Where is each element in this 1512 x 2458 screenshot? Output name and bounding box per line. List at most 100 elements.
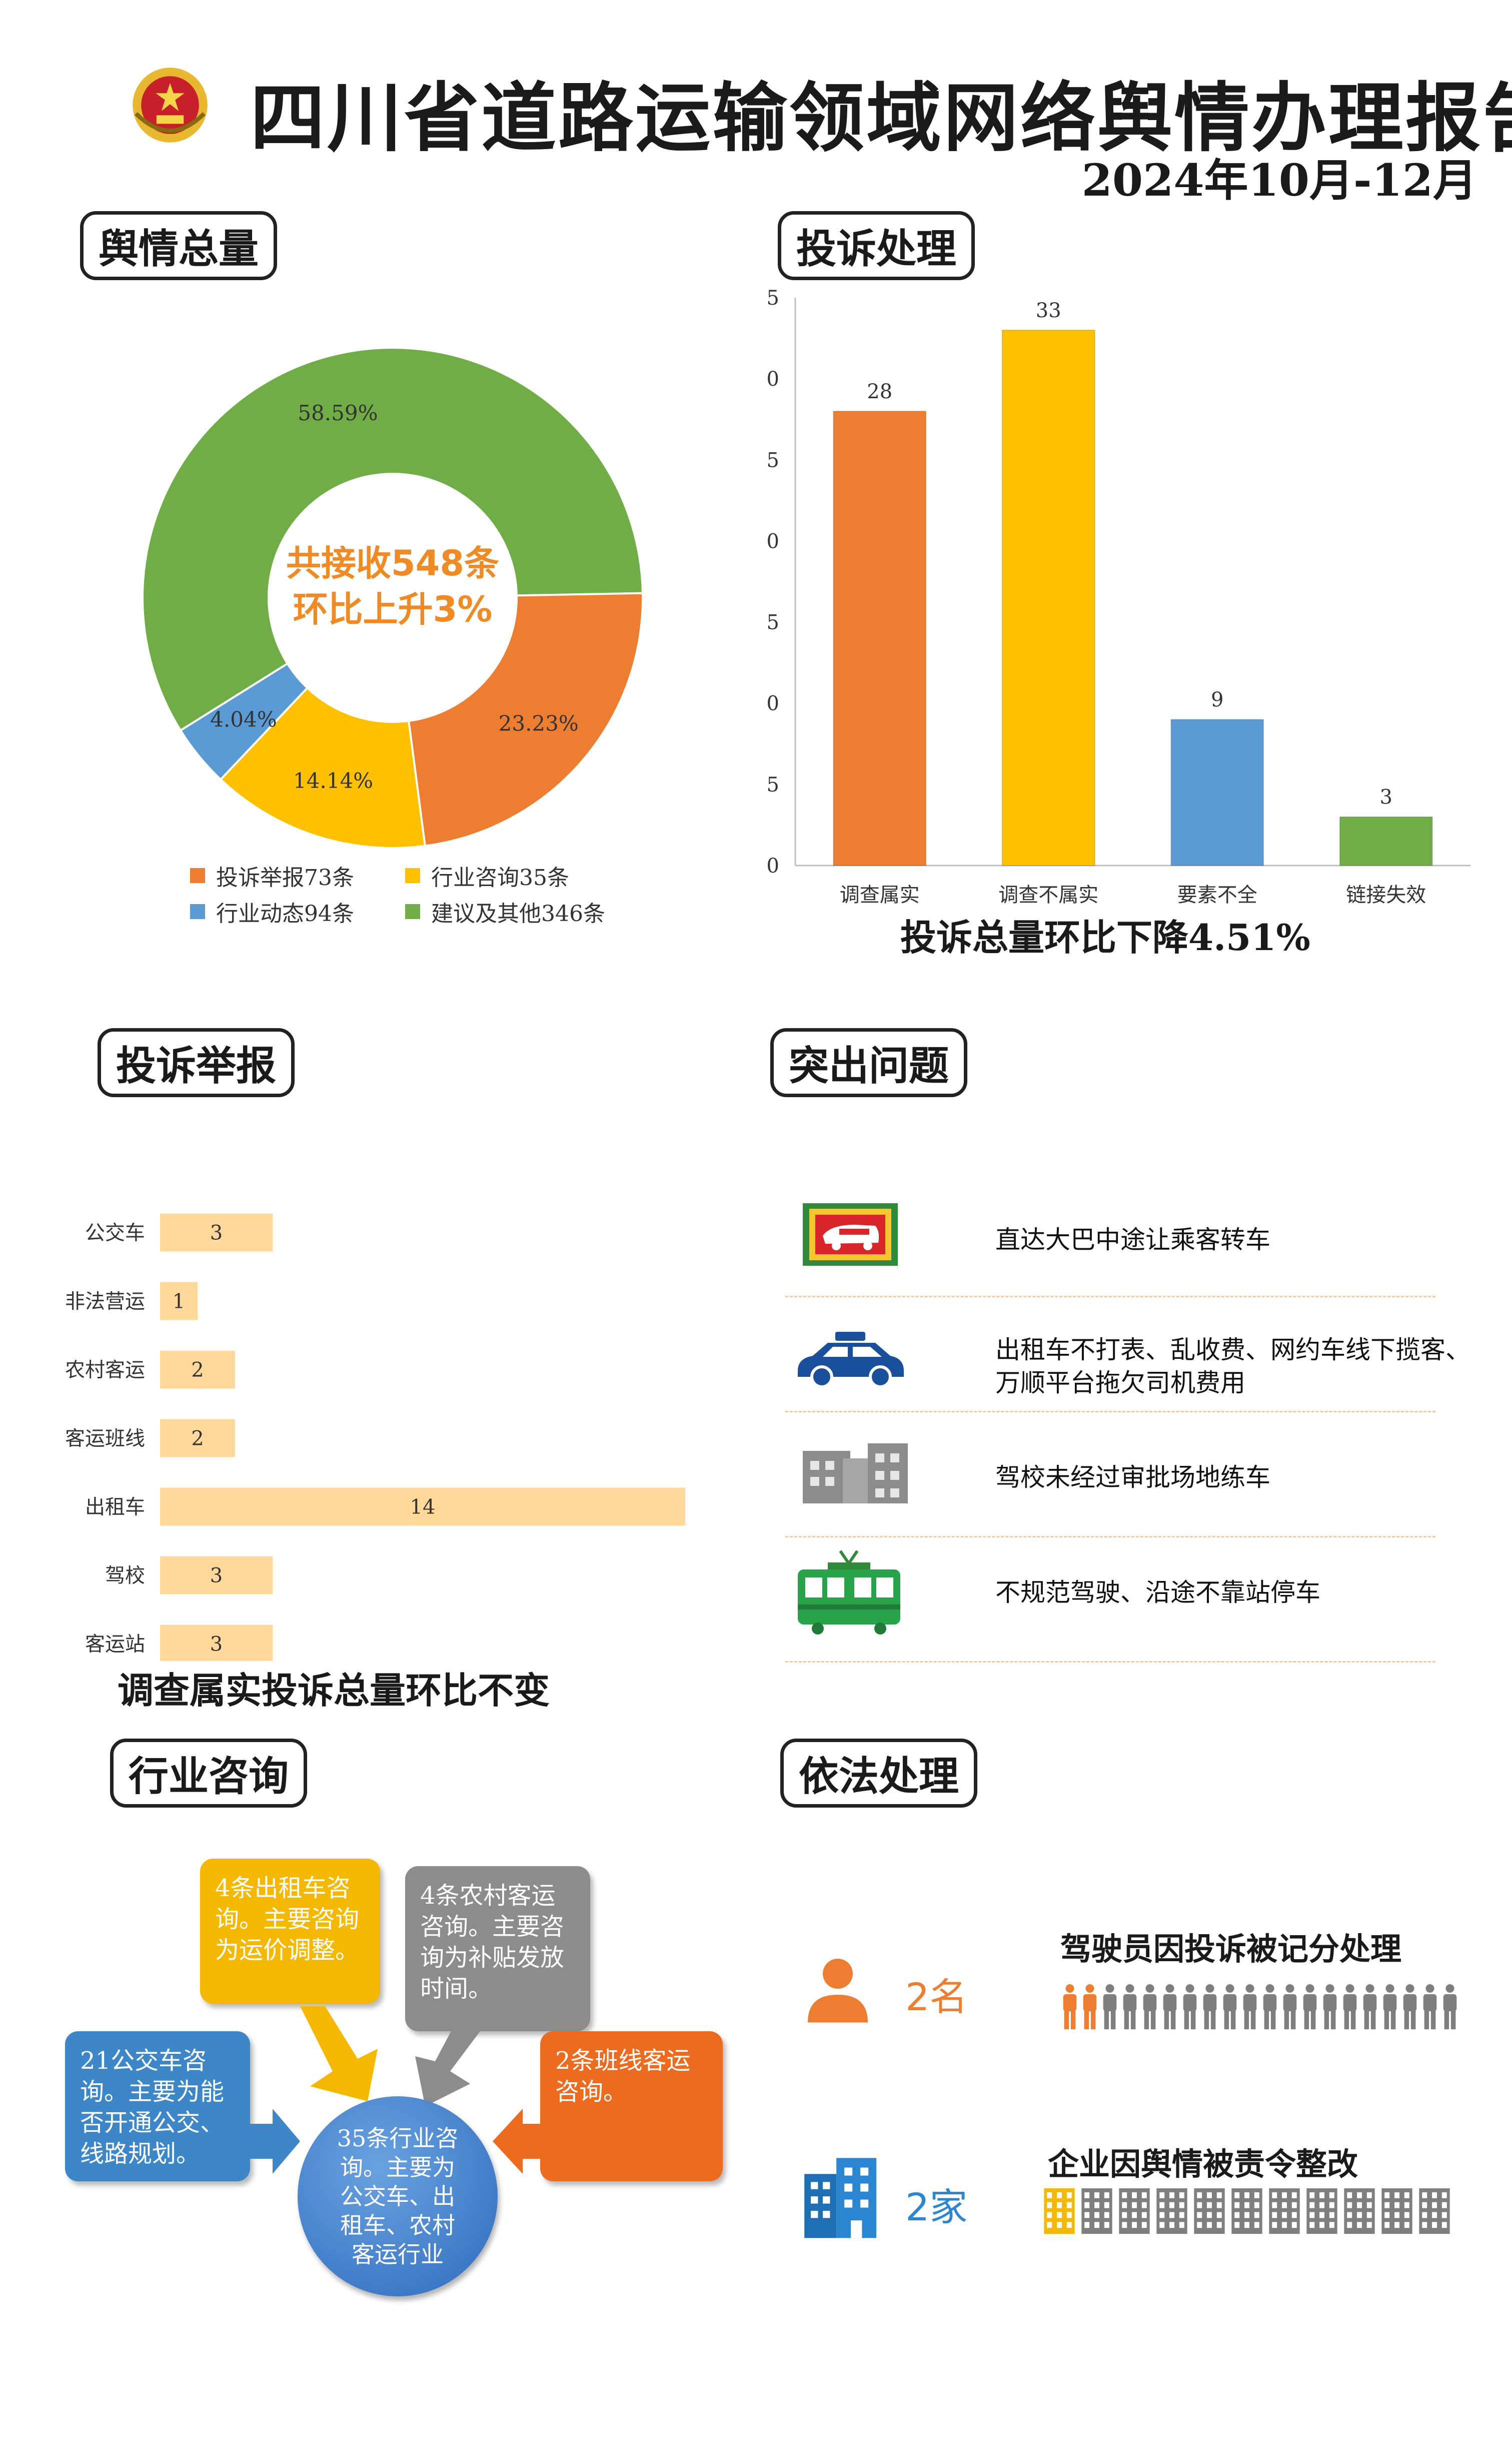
y-tick-label: 35 bbox=[765, 287, 779, 310]
building-icon bbox=[1269, 2188, 1300, 2234]
legend-dynamics: 行业动态94条 bbox=[190, 896, 354, 928]
legend-complaint: 投诉举报73条 bbox=[190, 860, 354, 892]
complaint-report-bar-chart: 3 公交车 1 非法营运 2 农村客运 2 客运班线 14 出租车 3 驾校 3 客运站 bbox=[65, 1213, 685, 1661]
legend-swatch bbox=[190, 904, 205, 919]
section-legal: 依法处理 bbox=[780, 1739, 977, 1808]
divider bbox=[785, 1661, 1435, 1663]
person-icon bbox=[1243, 1984, 1257, 2030]
person-icon bbox=[1303, 1984, 1317, 2030]
person-icon bbox=[1103, 1984, 1117, 2030]
legend-swatch bbox=[190, 868, 205, 883]
section-complaint-handling: 投诉处理 bbox=[778, 211, 975, 280]
person-icon bbox=[1323, 1984, 1337, 2030]
legend-label: 行业咨询35条 bbox=[431, 865, 569, 891]
complaint-handling-bar-chart: 0 5 10 15 20 25 30 35 28 调查属实 33 调查不属实 9 要素不全 3 链接失效 bbox=[765, 287, 1470, 907]
person-icon bbox=[1403, 1984, 1417, 2030]
taxi-icon bbox=[798, 1332, 904, 1388]
y-tick-label: 15 bbox=[765, 611, 779, 634]
person-icon bbox=[1423, 1984, 1437, 2030]
building-icon bbox=[1194, 2188, 1225, 2234]
legend-consult: 行业咨询35条 bbox=[405, 860, 569, 892]
divider bbox=[785, 1296, 1435, 1297]
section-complaint-report: 投诉举报 bbox=[98, 1028, 295, 1097]
category-label: 出租车 bbox=[85, 1496, 145, 1519]
donut-pct-label: 58.59% bbox=[298, 401, 378, 425]
consult-bubble-rural: 4条农村客运咨询。主要咨询为补贴发放时间。 bbox=[405, 1866, 590, 2031]
person-icon bbox=[1343, 1984, 1357, 2030]
bar-value-label: 3 bbox=[210, 1564, 223, 1587]
building-icon bbox=[1306, 2188, 1337, 2234]
bar bbox=[1339, 816, 1433, 866]
building-icon bbox=[1419, 2188, 1450, 2234]
person-icon bbox=[1063, 1984, 1077, 2030]
y-tick-label: 20 bbox=[765, 530, 779, 553]
donut-pct-label: 14.14% bbox=[293, 768, 373, 793]
building-icon bbox=[1344, 2188, 1375, 2234]
bar-value-label: 3 bbox=[210, 1633, 223, 1656]
national-emblem-icon bbox=[133, 68, 208, 143]
bar-value-label: 1 bbox=[173, 1290, 185, 1313]
complaint-report-caption: 调查属实投诉总量环比不变 bbox=[118, 1669, 550, 1712]
company-building-icon bbox=[804, 2158, 877, 2238]
consult-arrows bbox=[250, 2006, 543, 2174]
bus-icon bbox=[803, 1203, 898, 1266]
issue-text-2: 出租车不打表、乱收费、网约车线下揽客、万顺平台拖欠司机费用 bbox=[995, 1335, 1470, 1397]
category-label: 客运站 bbox=[85, 1633, 145, 1656]
x-tick-label: 要素不全 bbox=[1177, 884, 1257, 907]
bar bbox=[1170, 719, 1264, 867]
y-tick-label: 25 bbox=[765, 449, 779, 472]
x-tick-label: 调查属实 bbox=[840, 884, 920, 907]
bar bbox=[833, 411, 927, 866]
donut-pct-label: 4.04% bbox=[210, 707, 277, 732]
complaint-handling-caption: 投诉总量环比下降4.51% bbox=[900, 916, 1310, 959]
person-icon bbox=[1123, 1984, 1137, 2030]
bar bbox=[1001, 329, 1095, 866]
building-icon bbox=[1156, 2188, 1187, 2234]
report-period: 2024年10月-12月 bbox=[1081, 154, 1477, 206]
divider bbox=[785, 1536, 1435, 1537]
bar-value-label: 33 bbox=[1036, 299, 1061, 322]
donut-center-line1: 共接收548条 bbox=[286, 543, 500, 584]
bar bbox=[160, 1624, 273, 1661]
arrow-bus bbox=[250, 2109, 300, 2174]
person-icon bbox=[1083, 1984, 1097, 2030]
y-tick-label: 0 bbox=[767, 855, 779, 878]
person-icon bbox=[1183, 1984, 1197, 2030]
consult-bubble-bus: 21公交车咨询。主要为能否开通公交、线路规划。 bbox=[65, 2031, 250, 2181]
bar-value-label: 14 bbox=[410, 1496, 436, 1519]
consult-bubble-taxi: 4条出租车咨询。主要咨询为运价调整。 bbox=[200, 1859, 380, 2004]
donut-pct-label: 23.23% bbox=[499, 711, 579, 735]
issue-text-1: 直达大巴中途让乘客转车 bbox=[995, 1225, 1270, 1254]
person-icon bbox=[1223, 1984, 1237, 2030]
legend-label: 投诉举报73条 bbox=[216, 865, 354, 891]
arrow-taxi bbox=[300, 2006, 378, 2101]
building-icon bbox=[1381, 2188, 1412, 2234]
building-icon bbox=[803, 1443, 908, 1503]
consult-center-text: 35条行业咨询。主要为公交车、出租车、农村客运行业 bbox=[337, 2125, 459, 2268]
person-icon bbox=[1363, 1984, 1377, 2030]
person-icon bbox=[808, 1959, 868, 2023]
bar-value-label: 2 bbox=[191, 1427, 204, 1450]
legend-other: 建议及其他346条 bbox=[405, 896, 605, 928]
bar bbox=[160, 1487, 685, 1526]
section-total: 舆情总量 bbox=[80, 211, 277, 280]
section-consult: 行业咨询 bbox=[110, 1739, 307, 1808]
bar bbox=[160, 1556, 273, 1594]
companies-pictogram bbox=[1043, 2186, 1458, 2236]
issue-text-4: 不规范驾驶、沿途不靠站停车 bbox=[995, 1578, 1320, 1607]
donut-center-text: 共接收548条 环比上升3% bbox=[270, 540, 515, 632]
companies-count: 2家 bbox=[905, 2185, 968, 2229]
page-title: 四川省道路运输领域网络舆情办理报告 bbox=[250, 74, 1512, 162]
y-tick-label: 30 bbox=[765, 368, 779, 391]
donut-center-line2: 环比上升3% bbox=[293, 589, 493, 630]
bar bbox=[160, 1282, 198, 1320]
drivers-desc: 驾驶员因投诉被记分处理 bbox=[1060, 1931, 1402, 1967]
bar-value-label: 2 bbox=[191, 1359, 204, 1382]
drivers-count: 2名 bbox=[905, 1975, 968, 2019]
building-icon bbox=[1081, 2188, 1112, 2234]
person-icon bbox=[1203, 1984, 1217, 2030]
building-icon bbox=[1231, 2188, 1262, 2234]
category-label: 公交车 bbox=[85, 1222, 145, 1245]
companies-desc: 企业因舆情被责令整改 bbox=[1048, 2146, 1358, 2182]
divider bbox=[785, 1411, 1435, 1412]
